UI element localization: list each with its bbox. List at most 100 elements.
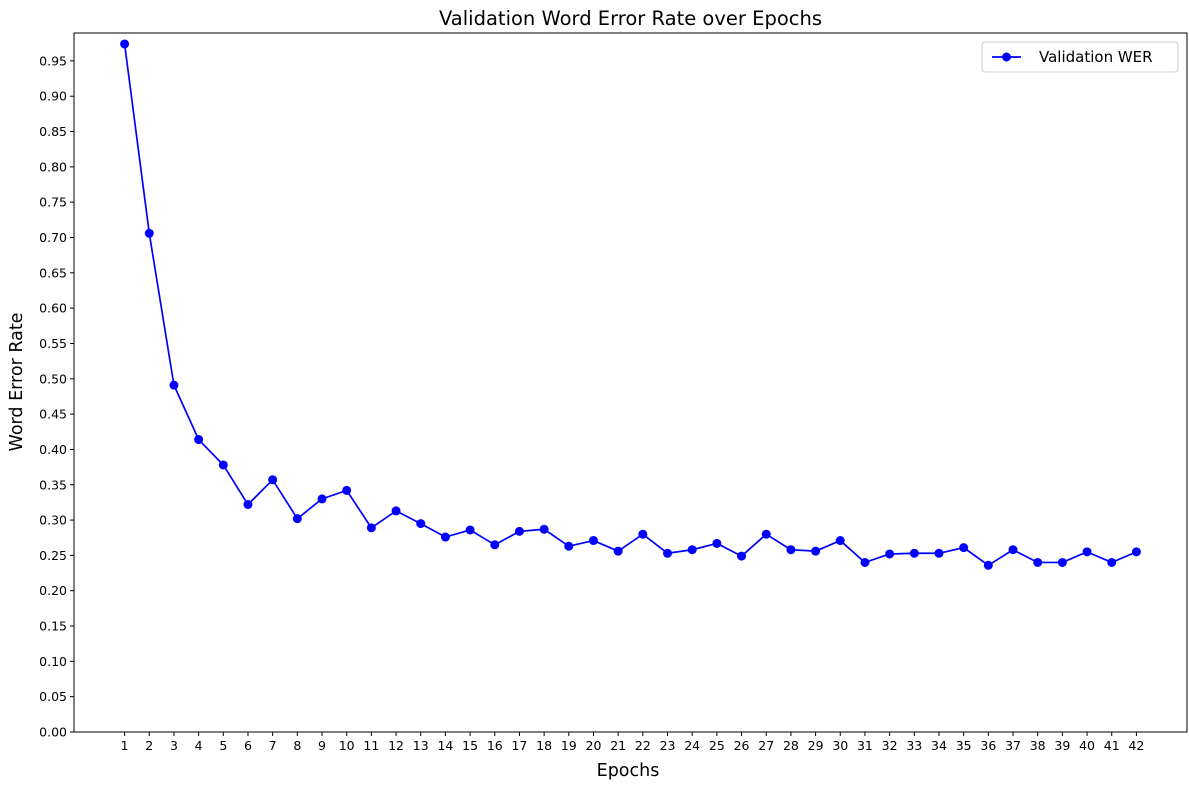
data-point xyxy=(366,523,376,533)
series-layer xyxy=(120,39,1141,570)
data-point xyxy=(737,551,747,561)
y-tick-label: 0.60 xyxy=(39,301,67,316)
x-tick-label: 32 xyxy=(882,738,898,753)
x-tick-label: 6 xyxy=(244,738,252,753)
x-tick-label: 38 xyxy=(1030,738,1046,753)
data-point xyxy=(712,538,722,548)
y-tick-label: 0.20 xyxy=(39,583,67,598)
x-tick-label: 16 xyxy=(487,738,503,753)
data-point xyxy=(194,435,204,445)
legend-entry-label: Validation WER xyxy=(1039,48,1153,66)
data-point xyxy=(835,536,845,546)
y-tick-label: 0.50 xyxy=(39,371,67,386)
chart-title: Validation Word Error Rate over Epochs xyxy=(439,7,822,30)
x-axis: 1 2 3 4 5 6 7 8 9 10 11 12 13 14 15 16 17 18 19 20 21 22 23 24 2… xyxy=(121,732,1144,753)
data-point xyxy=(934,548,944,558)
x-tick-label: 29 xyxy=(808,738,824,753)
data-point xyxy=(243,500,253,510)
data-point xyxy=(1107,557,1117,567)
y-tick-label: 0.05 xyxy=(39,689,67,704)
x-tick-label: 34 xyxy=(931,738,947,753)
data-point xyxy=(885,549,895,559)
x-tick-label: 15 xyxy=(462,738,478,753)
x-tick-label: 42 xyxy=(1128,738,1144,753)
x-tick-label: 11 xyxy=(363,738,379,753)
x-tick-label: 39 xyxy=(1054,738,1070,753)
legend-box xyxy=(981,41,1179,73)
y-tick-label: 0.10 xyxy=(39,654,67,669)
data-point xyxy=(811,546,821,556)
y-tick-label: 0.80 xyxy=(39,159,67,174)
x-tick-label: 31 xyxy=(857,738,873,753)
x-tick-label: 36 xyxy=(980,738,996,753)
series-line xyxy=(123,43,1137,567)
data-point xyxy=(1008,545,1018,555)
data-point xyxy=(983,560,993,570)
x-tick-label: 33 xyxy=(906,738,922,753)
data-point xyxy=(268,475,278,485)
data-point xyxy=(144,228,154,238)
y-tick-label: 0.45 xyxy=(39,407,67,422)
x-tick-label: 23 xyxy=(660,738,676,753)
x-tick-label: 5 xyxy=(219,738,227,753)
data-point xyxy=(909,548,919,558)
x-tick-label: 30 xyxy=(832,738,848,753)
data-point xyxy=(588,536,598,546)
data-point xyxy=(416,519,426,529)
data-point xyxy=(959,543,969,553)
data-point xyxy=(1057,557,1067,567)
x-tick-label: 41 xyxy=(1104,738,1120,753)
data-point xyxy=(663,548,673,558)
x-tick-label: 18 xyxy=(536,738,552,753)
x-tick-label: 1 xyxy=(121,738,129,753)
x-tick-label: 25 xyxy=(709,738,725,753)
x-tick-label: 22 xyxy=(635,738,651,753)
data-point xyxy=(1082,547,1092,557)
data-point xyxy=(761,529,771,539)
x-tick-label: 4 xyxy=(195,738,203,753)
data-point xyxy=(391,506,401,516)
x-tick-label: 26 xyxy=(734,738,750,753)
data-point xyxy=(292,514,302,524)
data-point xyxy=(342,485,352,495)
y-tick-label: 0.15 xyxy=(39,619,67,634)
x-tick-label: 8 xyxy=(293,738,301,753)
plot-frame xyxy=(73,32,1188,733)
x-tick-label: 24 xyxy=(684,738,700,753)
plot-area xyxy=(73,32,1188,733)
data-point xyxy=(638,529,648,539)
y-tick-label: 0.40 xyxy=(39,442,67,457)
y-tick-label: 0.95 xyxy=(39,53,67,68)
y-tick-label: 0.75 xyxy=(39,195,67,210)
x-tick-label: 27 xyxy=(758,738,774,753)
x-tick-label: 20 xyxy=(586,738,602,753)
y-tick-label: 0.90 xyxy=(39,89,67,104)
data-point xyxy=(1033,557,1043,567)
data-point xyxy=(1131,547,1141,557)
data-point xyxy=(440,532,450,542)
y-tick-label: 0.25 xyxy=(39,548,67,563)
data-point xyxy=(169,380,179,390)
data-point xyxy=(317,494,327,504)
x-tick-label: 35 xyxy=(956,738,972,753)
legend-marker-sample xyxy=(1002,52,1011,62)
data-point xyxy=(514,526,524,536)
y-axis: 0.00 0.05 0.10 0.15 0.20 0.25 0.30 0.35 0.40 0.45… xyxy=(39,53,74,740)
y-tick-label: 0.55 xyxy=(39,336,67,351)
data-point xyxy=(218,460,228,470)
y-tick-label: 0.70 xyxy=(39,230,67,245)
x-axis-label: Epochs xyxy=(597,761,660,781)
x-tick-label: 21 xyxy=(610,738,626,753)
data-point xyxy=(786,545,796,555)
y-axis-label: Word Error Rate xyxy=(7,313,27,452)
x-tick-label: 14 xyxy=(437,738,453,753)
x-tick-label: 28 xyxy=(783,738,799,753)
x-tick-label: 2 xyxy=(145,738,153,753)
x-tick-label: 40 xyxy=(1079,738,1095,753)
x-tick-label: 37 xyxy=(1005,738,1021,753)
x-tick-label: 12 xyxy=(388,738,404,753)
data-point xyxy=(465,525,475,535)
y-tick-label: 0.85 xyxy=(39,124,67,139)
